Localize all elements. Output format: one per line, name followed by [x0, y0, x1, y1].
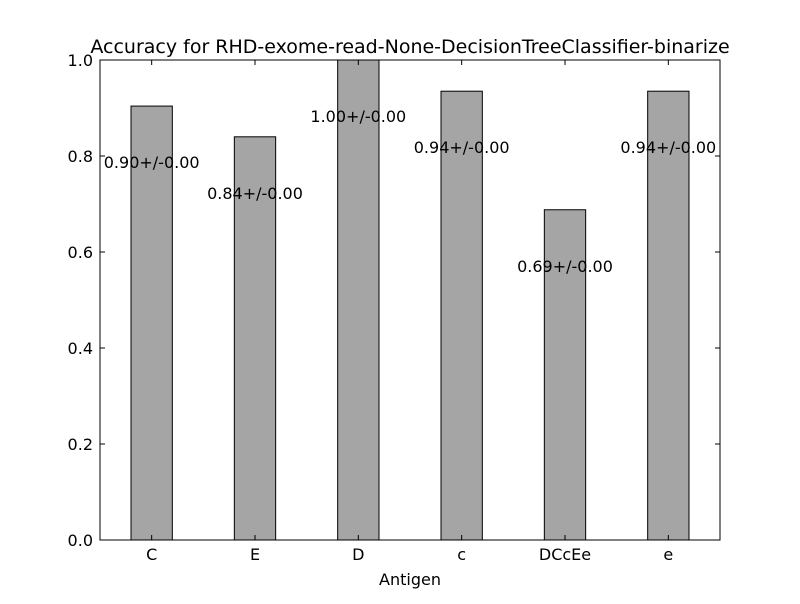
- bar-C: [130, 105, 173, 541]
- bar-e: [647, 90, 690, 541]
- y-tick-label: 0.0: [68, 531, 93, 550]
- data-label: 1.00+/-0.00: [310, 107, 406, 126]
- x-tick-label: e: [663, 545, 673, 564]
- y-tick-label: 0.6: [68, 243, 93, 262]
- data-label: 0.69+/-0.00: [517, 257, 613, 276]
- plot-frame: [99, 59, 721, 541]
- x-axis-label: Antigen: [379, 570, 441, 589]
- y-tick-label: 1.0: [68, 51, 93, 70]
- y-tick-label: 0.4: [68, 339, 93, 358]
- data-labels-layer: 0.90+/-0.00 0.84+/-0.00 1.00+/-0.00 0.94+/-…: [104, 107, 716, 276]
- data-label: 0.84+/-0.00: [207, 184, 303, 203]
- y-axis: 0.0 0.2 0.4 0.6 0.8 1.0: [68, 51, 720, 550]
- y-tick-label: 0.2: [68, 435, 93, 454]
- x-tick-label: C: [146, 545, 157, 564]
- y-tick-label: 0.8: [68, 147, 93, 166]
- x-tick-label: DCcEe: [539, 545, 591, 564]
- x-tick-label: c: [457, 545, 466, 564]
- data-label: 0.90+/-0.00: [104, 153, 200, 172]
- bar-DCcEe: [543, 209, 587, 541]
- x-tick-label: E: [250, 545, 260, 564]
- bar-E: [233, 136, 277, 541]
- bars-layer: [130, 59, 690, 541]
- data-label: 0.94+/-0.00: [414, 138, 510, 157]
- bar-c: [440, 90, 483, 541]
- chart-title: Accuracy for RHD-exome-read-None-Decisio…: [90, 36, 729, 58]
- x-tick-label: D: [352, 545, 364, 564]
- data-label: 0.94+/-0.00: [620, 138, 716, 157]
- bar-D: [337, 59, 380, 541]
